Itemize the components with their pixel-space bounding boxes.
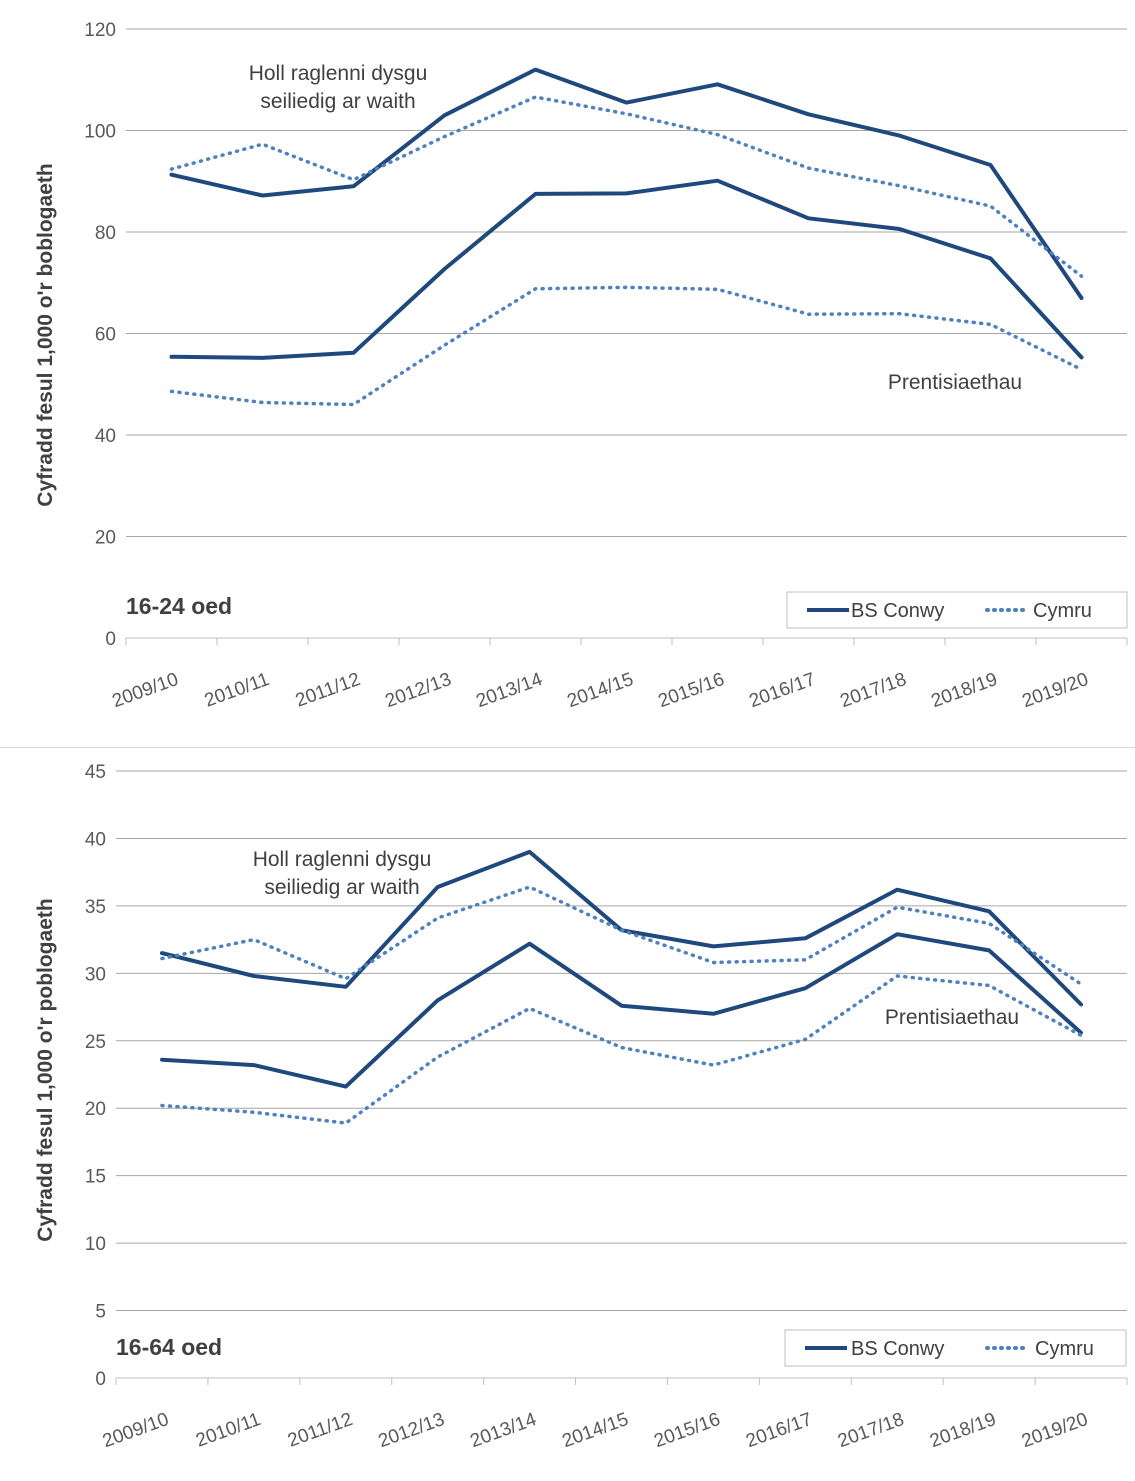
y-tick-label: 0 [95,1369,106,1390]
x-tick-label: 2011/12 [293,669,363,712]
annotation-all-line2: seiliedig ar waith [264,876,419,899]
x-tick-label: 2013/14 [473,669,545,712]
y-tick-label: 0 [105,629,116,650]
annotation-all-line1: Holl raglenni dysgu [249,62,428,85]
legend: BS Conwy Cymru [784,1329,1127,1367]
legend: BS Conwy Cymru [786,591,1128,629]
y-tick-label: 40 [85,829,106,850]
y-axis-label: Cyfradd fesul 1,000 o'r boblogaeth [34,163,57,506]
panel-label: 16-24 oed [126,593,232,619]
x-tick-label: 2015/16 [655,669,727,712]
x-tick-label: 2019/20 [1019,1409,1091,1452]
x-tick-label: 2014/15 [559,1409,631,1452]
series-line-cymru-apprenticeships [160,974,1083,1125]
annotation-all-line1: Holl raglenni dysgu [253,848,432,871]
annotation-all-line2: seiliedig ar waith [260,90,415,113]
y-tick-label: 40 [95,426,116,447]
annotation-apprenticeships: Prentisiaethau [888,371,1022,394]
y-axis-label: Cyfradd fesul 1,000 o'r poblogaeth [34,898,57,1241]
series-line-bs-conwy-apprenticeships [160,932,1083,1089]
series-line-cymru-apprenticeships [169,285,1084,407]
y-tick-label: 30 [85,964,106,985]
x-tick-label: 2016/17 [746,669,818,712]
y-tick-label: 10 [85,1234,106,1255]
chart-panel-16-24: 0 20 40 60 80 100 120 2009/10 2010/11 2011/12 201… [0,20,1135,748]
y-tick-label: 80 [95,223,116,244]
series-line-bs-conwy-apprenticeships [169,178,1084,360]
x-tick-label: 2019/20 [1019,669,1091,712]
legend-label-bs-conwy: BS Conwy [851,1338,944,1360]
y-tick-label: 5 [95,1302,106,1323]
x-tick-label: 2010/11 [202,669,272,712]
chart-panel-16-64: 0 5 10 15 20 25 30 35 40 45 2009/10 2010/11 2011/12… [0,748,1135,1481]
x-tick-label: 2014/15 [564,669,636,712]
series-line-cymru-all-programmes [169,95,1084,278]
x-tick-label: 2017/18 [835,1409,907,1452]
y-tick-label: 20 [95,528,116,549]
x-tick-label: 2012/13 [382,669,454,712]
y-tick-label: 25 [85,1032,106,1053]
x-tick-label: 2013/14 [468,1409,540,1452]
series-line-bs-conwy-all-programmes [169,67,1084,300]
y-tick-label: 60 [95,325,116,346]
x-tick-label: 2018/19 [927,1409,999,1452]
x-tick-label: 2018/19 [928,669,1000,712]
x-tick-label: 2016/17 [743,1409,815,1452]
series-line-cymru-all-programmes [160,885,1083,986]
line-chart-16-24: 0 20 40 60 80 100 120 2009/10 2010/11 2011/12 201… [34,20,1128,712]
x-tick-label: 2011/12 [285,1409,355,1452]
y-tick-label: 100 [84,122,116,143]
y-tick-label: 35 [85,897,106,918]
line-chart-16-64: 0 5 10 15 20 25 30 35 40 45 2009/10 2010/11 2011/12… [34,762,1128,1452]
legend-label-bs-conwy: BS Conwy [851,600,944,622]
x-tick-label: 2009/10 [109,669,181,712]
x-tick-label: 2009/10 [100,1409,172,1452]
x-tick-label: 2012/13 [376,1409,448,1452]
legend-label-cymru: Cymru [1035,1338,1094,1360]
y-tick-label: 15 [85,1167,106,1188]
panel-label: 16-64 oed [116,1334,222,1360]
x-tick-label: 2010/11 [193,1409,263,1452]
x-tick-label: 2017/18 [837,669,909,712]
x-tick-label: 2015/16 [651,1409,723,1452]
annotation-apprenticeships: Prentisiaethau [885,1006,1019,1029]
y-tick-label: 20 [85,1099,106,1120]
y-tick-label: 45 [85,762,106,783]
y-tick-label: 120 [84,20,116,41]
legend-label-cymru: Cymru [1033,600,1092,622]
